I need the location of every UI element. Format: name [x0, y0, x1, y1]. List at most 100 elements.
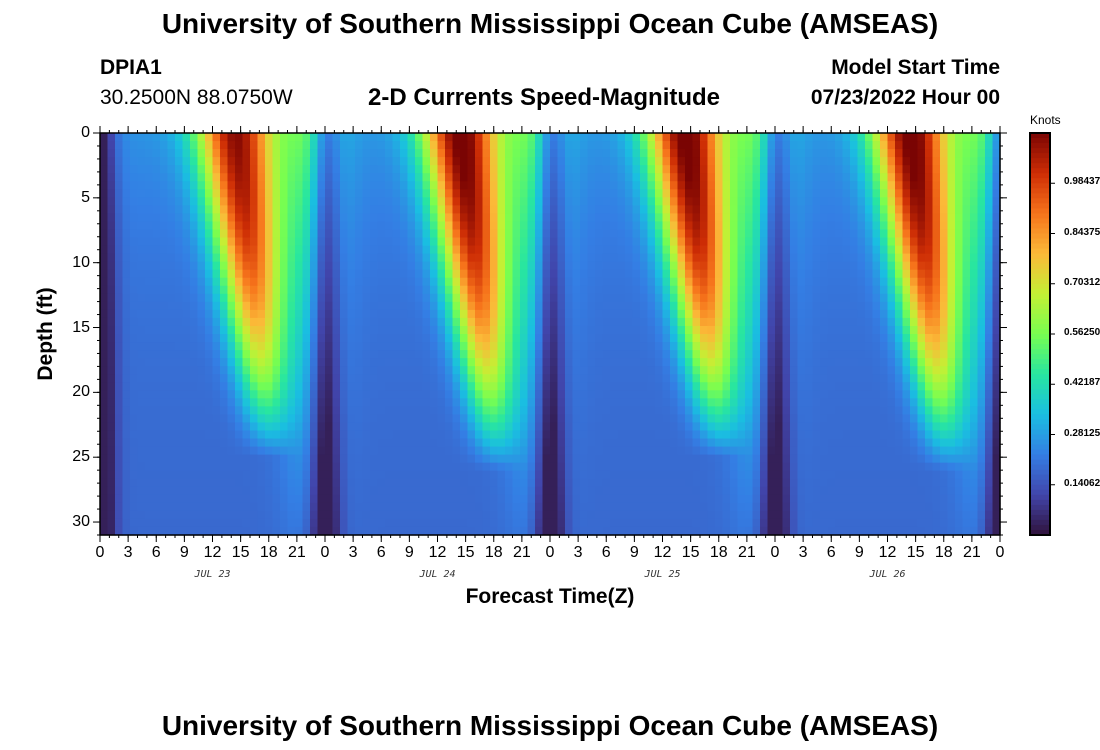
heatmap-cell	[505, 414, 514, 424]
heatmap-cell	[692, 277, 701, 287]
heatmap-cell	[190, 277, 199, 287]
heatmap-cell	[797, 438, 806, 448]
heatmap-cell	[100, 510, 109, 520]
heatmap-cell	[527, 269, 536, 279]
heatmap-cell	[655, 173, 664, 182]
heatmap-cell	[145, 293, 154, 303]
heatmap-cell	[677, 462, 686, 472]
heatmap-cell	[145, 390, 154, 399]
heatmap-cell	[715, 261, 724, 271]
heatmap-cell	[325, 229, 334, 239]
heatmap-cell	[827, 478, 836, 488]
heatmap-cell	[715, 325, 724, 335]
heatmap-cell	[325, 494, 334, 504]
heatmap-cell	[205, 293, 214, 303]
heatmap-cell	[197, 325, 206, 335]
heatmap-cell	[145, 301, 154, 311]
heatmap-cell	[190, 213, 199, 223]
heatmap-cell	[775, 309, 784, 319]
heatmap-cell	[460, 470, 469, 480]
heatmap-cell	[722, 494, 731, 504]
heatmap-cell	[445, 390, 454, 399]
heatmap-cell	[460, 494, 469, 504]
heatmap-cell	[115, 510, 124, 520]
heatmap-cell	[250, 374, 259, 383]
heatmap-cell	[332, 173, 341, 182]
heatmap-cell	[430, 181, 439, 190]
heatmap-cell	[535, 189, 544, 198]
heatmap-cell	[790, 237, 799, 247]
heatmap-cell	[145, 285, 154, 295]
heatmap-cell	[347, 229, 356, 239]
heatmap-cell	[467, 301, 476, 311]
heatmap-cell	[595, 438, 604, 448]
heatmap-cell	[775, 526, 784, 536]
heatmap-cell	[655, 157, 664, 166]
heatmap-cell	[827, 253, 836, 263]
heatmap-cell	[565, 245, 574, 255]
heatmap-cell	[130, 350, 139, 359]
heatmap-cell	[805, 334, 814, 343]
heatmap-cell	[392, 309, 401, 319]
heatmap-cell	[707, 221, 716, 231]
heatmap-cell	[295, 277, 304, 287]
heatmap-cell	[197, 374, 206, 383]
heatmap-cell	[775, 446, 784, 456]
heatmap-cell	[505, 293, 514, 303]
heatmap-cell	[632, 430, 641, 440]
heatmap-cell	[632, 358, 641, 367]
heatmap-cell	[175, 510, 184, 520]
heatmap-cell	[452, 237, 461, 247]
heatmap-cell	[235, 309, 244, 319]
heatmap-cell	[242, 277, 251, 287]
heatmap-cell	[490, 173, 499, 182]
heatmap-cell	[632, 342, 641, 351]
heatmap-cell	[752, 502, 761, 512]
heatmap-cell	[610, 269, 619, 279]
heatmap-cell	[182, 213, 191, 223]
heatmap-cell	[550, 229, 559, 239]
heatmap-cell	[122, 141, 131, 150]
heatmap-cell	[535, 245, 544, 255]
heatmap-cell	[550, 205, 559, 214]
heatmap-cell	[385, 382, 394, 391]
heatmap-cell	[362, 285, 371, 295]
heatmap-cell	[790, 374, 799, 383]
heatmap-cell	[137, 334, 146, 343]
heatmap-cell	[100, 213, 109, 223]
heatmap-cell	[167, 406, 176, 415]
heatmap-cell	[122, 165, 131, 174]
heatmap-cell	[167, 366, 176, 375]
heatmap-cell	[625, 454, 634, 464]
heatmap-cell	[310, 189, 319, 198]
heatmap-cell	[370, 470, 379, 480]
heatmap-cell	[137, 309, 146, 319]
heatmap-cell	[512, 438, 521, 448]
heatmap-cell	[235, 390, 244, 399]
heatmap-cell	[737, 390, 746, 399]
heatmap-cell	[325, 526, 334, 536]
heatmap-cell	[107, 350, 116, 359]
heatmap-cell	[550, 253, 559, 263]
heatmap-cell	[310, 277, 319, 287]
heatmap-cell	[145, 325, 154, 335]
heatmap-cell	[362, 149, 371, 158]
heatmap-cell	[340, 173, 349, 182]
heatmap-cell	[190, 141, 199, 150]
heatmap-cell	[617, 510, 626, 520]
heatmap-cell	[752, 510, 761, 520]
heatmap-cell	[745, 470, 754, 480]
heatmap-cell	[415, 309, 424, 319]
heatmap-cell	[392, 366, 401, 375]
heatmap-cell	[715, 205, 724, 214]
heatmap-cell	[640, 358, 649, 367]
heatmap-cell	[152, 366, 161, 375]
heatmap-cell	[242, 518, 251, 528]
heatmap-cell	[542, 157, 551, 166]
heatmap-cell	[587, 366, 596, 375]
heatmap-cell	[557, 454, 566, 464]
heatmap-cell	[692, 133, 701, 142]
heatmap-cell	[370, 245, 379, 255]
heatmap-cell	[205, 173, 214, 182]
heatmap-cell	[317, 189, 326, 198]
